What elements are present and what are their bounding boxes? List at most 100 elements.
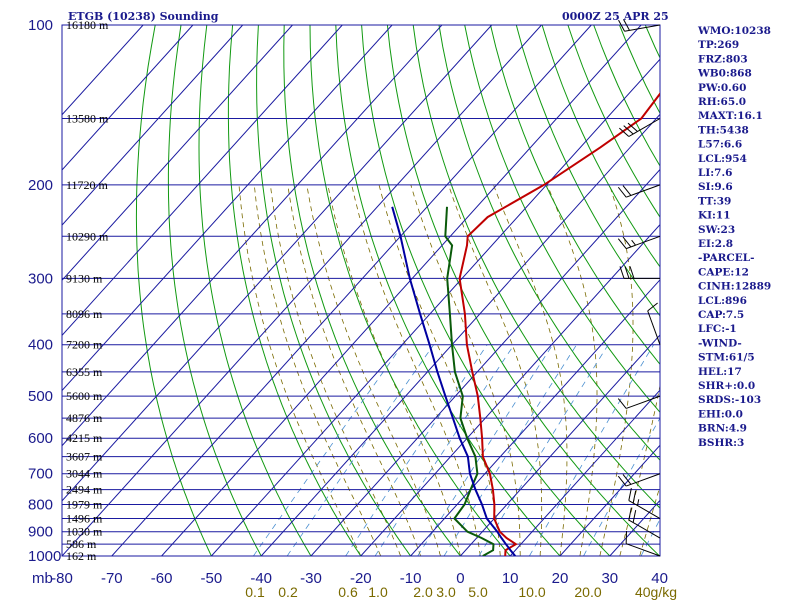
wind-barb-feather <box>622 185 632 196</box>
wind-barb-staff <box>626 235 661 250</box>
pressure-unit-label: mb <box>32 570 53 587</box>
wind-barb-feather <box>619 266 625 279</box>
height-label: 1979 m <box>66 498 103 512</box>
temperature-tick-label: 40 <box>651 570 668 587</box>
index-value: CINH:12889 <box>698 281 771 293</box>
temperature-tick-label: 30 <box>601 570 618 587</box>
index-value: BSHR:3 <box>698 437 744 449</box>
wind-barb-feather <box>628 488 632 501</box>
height-label: 10290 m <box>66 229 109 243</box>
isotherm-line <box>509 389 660 556</box>
pressure-tick-label: 500 <box>28 388 53 405</box>
index-value: SHR+:0.0 <box>698 380 755 392</box>
wind-barb-staff <box>647 310 661 345</box>
temperature-tick-label: 10 <box>502 570 519 587</box>
moist-adiabat <box>270 184 401 556</box>
isotherm-line <box>62 25 343 337</box>
dewpoint-trace <box>444 206 495 556</box>
dry-adiabat <box>198 25 312 556</box>
temperature-tick-label: -30 <box>300 570 322 587</box>
isotherm-line <box>62 25 144 116</box>
temperature-tick-label: -50 <box>201 570 223 587</box>
parcel-trace <box>391 206 516 556</box>
index-value: SRDS:-103 <box>698 394 761 406</box>
wind-barb-feather <box>628 507 632 521</box>
temperature-tick-label: 20 <box>552 570 569 587</box>
isotherm-line <box>310 168 660 556</box>
height-label: 16180 m <box>66 18 109 32</box>
temperature-tick-label: 0 <box>456 570 464 587</box>
height-label: 6355 m <box>66 365 103 379</box>
isotherm-line <box>62 25 194 171</box>
index-value: WB0:868 <box>697 68 752 80</box>
wind-barb-feather <box>617 238 627 249</box>
wind-barb <box>628 488 661 519</box>
height-label: 4215 m <box>66 431 103 445</box>
index-value: BRN:4.9 <box>698 423 747 435</box>
wind-barb-feather <box>622 236 632 248</box>
pressure-gridlines <box>61 24 661 557</box>
pressure-tick-label: 100 <box>28 17 53 34</box>
wind-barb-staff <box>628 500 661 519</box>
index-value: EI:2.8 <box>698 238 733 250</box>
mixing-ratio-label: 20.0 <box>574 584 601 600</box>
index-value: -WIND- <box>698 337 742 349</box>
wind-barb <box>617 395 661 409</box>
mixing-ratio-label: 40g/kg <box>635 584 677 600</box>
height-label: 5600 m <box>66 389 103 403</box>
index-value: LCL:896 <box>698 295 747 307</box>
sounding-time: 0000Z 25 APR 25 <box>562 10 669 23</box>
wind-barb <box>618 19 661 32</box>
isotherm-line <box>211 58 660 556</box>
temperature-tick-label: -60 <box>151 570 173 587</box>
mixing-ratio-label: 2.0 <box>413 584 433 600</box>
index-value: PW:0.60 <box>698 82 746 94</box>
height-label: 4876 m <box>66 411 103 425</box>
index-value: FRZ:803 <box>698 53 748 65</box>
mixing-ratio-label: 0.1 <box>245 584 265 600</box>
moist-adiabat <box>493 184 568 556</box>
isotherm-line <box>559 444 660 556</box>
moist-adiabat <box>238 184 362 556</box>
dry-adiabat <box>412 25 660 509</box>
wind-barb-staff <box>626 184 661 198</box>
dry-adiabat <box>227 25 362 556</box>
index-value: TP:269 <box>698 39 739 51</box>
isotherms <box>62 25 660 556</box>
isotherm-line <box>260 113 660 556</box>
index-value: HEL:17 <box>698 366 742 378</box>
index-value: TH:5438 <box>698 124 749 136</box>
indices-panel: WMO:10238 TP:269 FRZ:803 WB0:868 PW:0.60 RH:6… <box>697 25 771 449</box>
wind-barb-staff <box>624 24 661 32</box>
temperature-tick-label: -10 <box>400 570 422 587</box>
mixing-ratio-label: 5.0 <box>468 584 488 600</box>
mixing-ratio-line <box>529 344 654 556</box>
height-label: 1030 m <box>66 525 103 539</box>
height-label: 9130 m <box>66 271 103 285</box>
mixing-ratio-line <box>374 344 515 556</box>
pressure-tick-label: 600 <box>28 430 53 447</box>
height-label: 8096 m <box>66 307 103 321</box>
height-label: 2494 m <box>66 483 103 497</box>
index-value: KI:11 <box>698 210 731 222</box>
wind-barb <box>617 235 661 250</box>
mixing-ratio-label: 1.0 <box>368 584 388 600</box>
index-value: MAXT:16.1 <box>698 110 763 122</box>
wind-barbs <box>617 19 661 557</box>
isotherm-line <box>62 25 393 392</box>
index-value: SI:9.6 <box>698 181 733 193</box>
mixing-ratio-lines <box>253 344 660 556</box>
wind-barb <box>619 266 660 279</box>
wind-barb-feather <box>627 122 638 132</box>
pressure-tick-label: 300 <box>28 270 53 287</box>
height-label: 7200 m <box>66 338 103 352</box>
isotherm-line <box>360 223 660 556</box>
pressure-tick-label: 700 <box>28 466 53 483</box>
height-label: 11720 m <box>66 178 109 192</box>
temperature-tick-label: -40 <box>250 570 272 587</box>
wind-barb-staff <box>628 118 661 137</box>
mixing-ratio-label: 0.2 <box>278 584 298 600</box>
mixing-ratio-line <box>286 344 435 556</box>
